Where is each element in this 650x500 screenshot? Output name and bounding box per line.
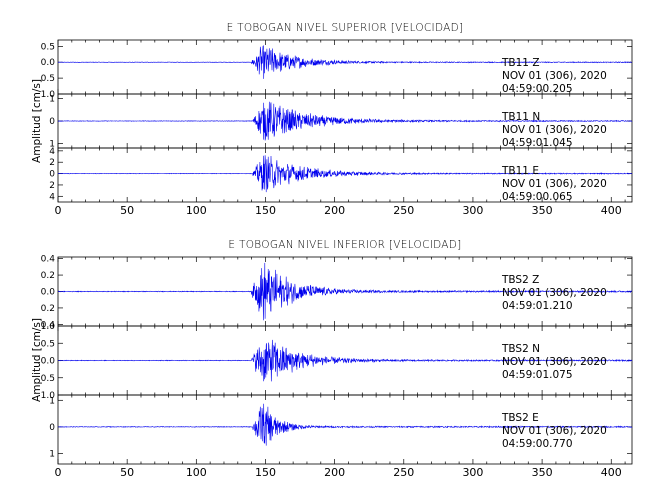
x-tick-label: 250 — [393, 466, 414, 479]
time-label: 04:59:00.205 — [502, 83, 573, 95]
y-tick-label: 1 — [49, 396, 55, 406]
date-label: NOV 01 (306), 2020 — [502, 124, 607, 136]
chart-title: E TOBOGAN NIVEL SUPERIOR [VELOCIDAD] — [227, 22, 464, 34]
x-tick-label: 0 — [55, 204, 62, 217]
y-tick-label: 0.0 — [41, 288, 56, 298]
waveform-trace — [57, 155, 633, 193]
time-label: 04:59:01.045 — [502, 137, 573, 149]
chart-title: E TOBOGAN NIVEL INFERIOR [VELOCIDAD] — [228, 239, 461, 251]
x-tick-label: 100 — [186, 204, 207, 217]
x-tick-label: 100 — [186, 466, 207, 479]
x-tick-label: 200 — [324, 204, 345, 217]
y-tick-label: 0.4 — [41, 320, 56, 330]
y-tick-label: 4 — [49, 192, 55, 202]
y-tick-label: 1.0 — [41, 322, 56, 332]
y-tick-label: 0 — [49, 117, 55, 127]
y-tick-label: 2 — [49, 181, 55, 191]
channel-label: TBS2 N — [501, 343, 540, 355]
waveform-trace — [58, 262, 633, 321]
x-tick-label: 300 — [462, 204, 483, 217]
y-tick-label: 0.5 — [41, 339, 55, 349]
x-tick-label: 150 — [255, 466, 276, 479]
y-tick-label: 0.4 — [41, 255, 56, 265]
y-tick-label: 0.0 — [41, 58, 56, 68]
x-tick-label: 200 — [324, 466, 345, 479]
y-tick-label: 1.0 — [41, 90, 56, 100]
y-tick-label: 1 — [49, 449, 55, 459]
y-tick-label: 1 — [49, 140, 55, 150]
channel-label: TBS2 E — [501, 412, 539, 424]
y-tick-label: 0.5 — [41, 374, 55, 384]
waveform-trace — [57, 45, 633, 79]
y-axis-label: Amplitud [cm/s] — [31, 318, 43, 402]
y-tick-label: 1.0 — [41, 391, 56, 401]
date-label: NOV 01 (306), 2020 — [502, 425, 607, 437]
waveform-trace — [57, 403, 633, 446]
waveform-trace — [57, 339, 633, 382]
date-label: NOV 01 (306), 2020 — [502, 178, 607, 190]
y-tick-label: 0 — [49, 423, 55, 433]
date-label: NOV 01 (306), 2020 — [502, 287, 607, 299]
y-tick-label: 1 — [49, 95, 55, 105]
panel-frame — [57, 147, 633, 203]
channel-label: TB11 Z — [501, 57, 540, 69]
date-label: NOV 01 (306), 2020 — [502, 356, 607, 368]
x-tick-label: 400 — [601, 204, 622, 217]
y-tick-label: 4 — [49, 147, 55, 157]
date-label: NOV 01 (306), 2020 — [502, 70, 607, 82]
channel-label: TB11 N — [501, 111, 540, 123]
time-label: 04:59:00.065 — [502, 191, 573, 203]
y-tick-label: 0.5 — [41, 74, 55, 84]
panel-frame — [57, 394, 633, 465]
channel-label: TB11 E — [501, 165, 539, 177]
y-tick-label: 0.0 — [41, 357, 56, 367]
x-tick-label: 0 — [55, 466, 62, 479]
x-tick-label: 50 — [120, 204, 134, 217]
x-tick-label: 50 — [120, 466, 134, 479]
y-tick-label: 0 — [49, 170, 55, 180]
x-tick-label: 350 — [532, 466, 553, 479]
channel-label: TBS2 Z — [501, 274, 539, 286]
y-tick-label: 0.5 — [41, 42, 55, 52]
x-tick-label: 300 — [462, 466, 483, 479]
y-axis-label: Amplitud [cm/s] — [31, 79, 43, 163]
y-tick-label: 2 — [49, 158, 55, 168]
x-tick-label: 150 — [255, 204, 276, 217]
y-tick-label: 0.2 — [41, 304, 55, 314]
y-tick-label: 0.2 — [41, 271, 55, 281]
time-label: 04:59:00.770 — [502, 438, 573, 450]
time-label: 04:59:01.210 — [502, 300, 573, 312]
time-label: 04:59:01.075 — [502, 369, 573, 381]
x-tick-label: 250 — [393, 204, 414, 217]
x-tick-label: 400 — [601, 466, 622, 479]
x-tick-label: 350 — [532, 204, 553, 217]
waveform-trace — [57, 101, 633, 141]
